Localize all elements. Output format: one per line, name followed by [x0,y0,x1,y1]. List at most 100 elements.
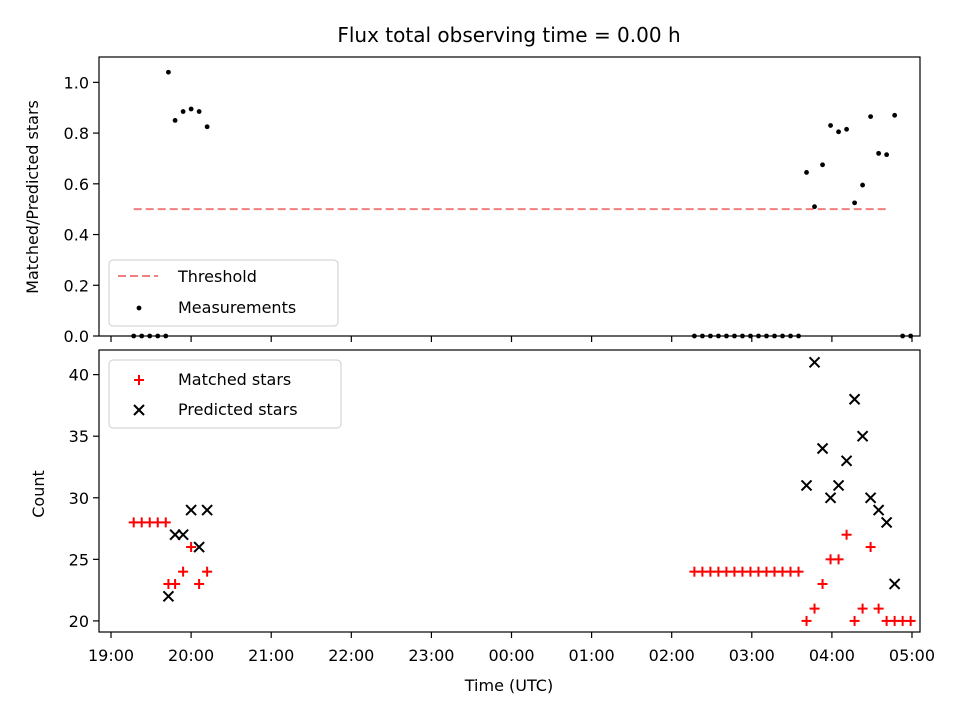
legend-matched-label: Matched stars [178,370,291,389]
matched-star-point [841,529,852,540]
predicted-star-point-b [201,504,213,516]
top-y-ticks: 0.0 0.2 0.4 0.6 0.8 1.0 [64,73,99,346]
predicted-star-point [201,504,213,516]
predicted-star-point [848,393,861,405]
predicted-star-point-b [872,504,885,516]
top-y-tick-label: 0.0 [64,327,89,346]
top-y-tick-label: 0.6 [64,175,89,194]
predicted-star-point [162,590,175,602]
measurement-point [876,150,882,156]
bottom-x-tick-label: 20:00 [168,646,214,665]
predicted-star-point [880,516,893,529]
predicted-star-point-b [824,492,837,504]
predicted-star-point-b [185,504,197,516]
measurement-point [204,124,210,130]
bottom-x-tick-label: 02:00 [649,646,695,665]
predicted-star-point-b [848,393,861,405]
predicted-star-point-b [856,430,869,442]
matched-star-point [194,578,205,589]
predicted-star-point [808,356,821,369]
matched-star-point [873,603,884,614]
legend-predicted-label: Predicted stars [178,400,298,419]
predicted-star-point [177,529,189,541]
bottom-x-tick-label: 22:00 [328,646,374,665]
measurement-point [852,200,857,206]
predicted-star-point-b [880,516,893,529]
measurement-point [884,152,890,158]
bottom-x-tick-label: 04:00 [809,646,855,665]
matched-star-point [849,615,860,626]
top-x-ticks [110,336,913,342]
predicted-star-point-b [193,541,205,553]
measurement-point [188,106,194,112]
matched-star-point [905,615,916,626]
measurement-point [180,109,186,114]
bottom-x-tick-label: 19:00 [88,646,134,665]
measurement-point [892,112,898,118]
bottom-marks [128,356,916,626]
bottom-y-ticks: 20 25 30 35 40 [69,366,99,631]
predicted-star-point [193,541,205,553]
predicted-star-point-b [840,455,853,467]
matched-star-point [833,554,844,565]
matched-star-point [793,566,804,577]
bottom-legend: Matched stars Predicted stars [108,359,342,429]
bottom-y-tick-label: 40 [69,366,89,385]
predicted-star-point [800,479,813,492]
predicted-star-point [840,455,853,467]
bottom-axes-frame [98,349,921,633]
predicted-star-point [872,504,885,516]
top-legend: Threshold Measurements [108,259,339,327]
predicted-star-point-b [808,356,821,369]
predicted-star-point-b [800,479,813,492]
bottom-x-tick-label: 23:00 [408,646,454,665]
bottom-y-tick-label: 25 [69,550,89,569]
matched-star-point [202,566,213,577]
top-panel: 0.0 0.2 0.4 0.6 0.8 1.0 Matched/Predicted sta… [23,56,921,346]
matched-star-point [178,566,189,577]
predicted-star-point-b [816,442,829,455]
matched-star-point [160,517,171,528]
predicted-star-point-b [864,492,877,504]
measurement-point [196,109,202,114]
measurement-point [172,118,178,123]
bottom-y-tick-label: 30 [69,489,89,508]
top-axes-frame [98,56,921,337]
predicted-star-point-b [162,590,175,602]
matched-star-point [186,542,197,553]
bottom-panel: 20 25 30 35 40 19:00 20:00 21:00 22:00 23:00 00:0… [29,349,935,695]
predicted-star-point [864,492,877,504]
chart-title: Flux total observing time = 0.00 h [337,23,680,47]
predicted-star-point [888,578,901,590]
bottom-x-tick-label: 03:00 [729,646,775,665]
measurement-point [166,69,171,75]
measurement-point [836,129,841,135]
bottom-x-tick-label: 05:00 [889,646,935,665]
measurement-point [860,182,865,188]
measurement-point [820,162,825,168]
predicted-star-point-b [888,578,901,590]
matched-star-point [170,578,181,589]
matched-star-point [801,615,812,626]
matched-star-point [809,603,820,614]
predicted-star-point [832,479,845,492]
measurement-point [844,126,849,132]
predicted-star-point [824,492,837,504]
x-axis-label: Time (UTC) [464,676,553,695]
legend-matched-swatch [134,375,144,385]
bottom-legend-box [108,359,342,429]
bottom-y-tick-label: 35 [69,427,89,446]
legend-predicted-swatch [133,404,145,416]
predicted-star-point-b [832,479,845,492]
measurement-point [804,170,809,175]
legend-measurements-swatch [136,305,142,311]
measurement-point [812,204,817,210]
bottom-x-tick-label: 01:00 [569,646,615,665]
top-marks [131,69,914,339]
bottom-y-axis-label: Count [29,470,48,518]
matched-star-point [865,542,876,553]
bottom-y-tick-label: 20 [69,612,89,631]
matched-star-point [857,603,868,614]
top-y-tick-label: 0.4 [64,226,89,245]
